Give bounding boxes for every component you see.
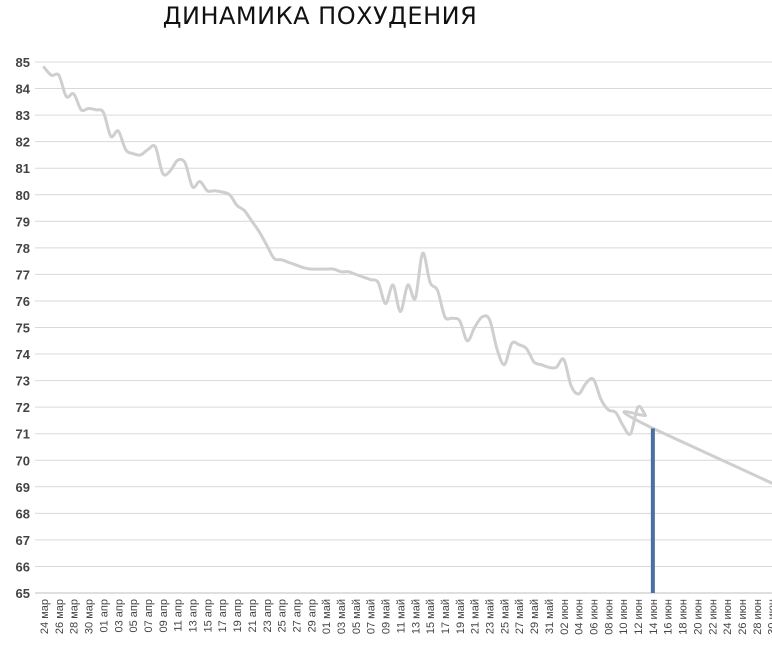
x-tick-label: 31 май bbox=[544, 599, 556, 634]
x-tick-label: 27 апр bbox=[291, 599, 303, 632]
y-tick-label: 80 bbox=[16, 188, 30, 203]
y-tick-label: 70 bbox=[16, 453, 30, 468]
y-tick-label: 72 bbox=[16, 400, 30, 415]
series-line-0 bbox=[42, 65, 772, 485]
y-tick-label: 84 bbox=[16, 82, 31, 97]
x-tick-label: 03 апр bbox=[113, 599, 125, 632]
x-tick-label: 16 июн bbox=[663, 599, 675, 635]
x-tick-label: 05 апр bbox=[128, 599, 140, 632]
x-tick-label: 24 мар bbox=[39, 599, 51, 634]
x-tick-label: 17 апр bbox=[217, 599, 229, 632]
y-tick-label: 75 bbox=[16, 321, 30, 336]
x-tick-label: 21 май bbox=[470, 599, 482, 634]
y-tick-label: 78 bbox=[16, 241, 30, 256]
x-tick-label: 02 июн bbox=[559, 599, 571, 635]
x-tick-label: 11 апр bbox=[173, 599, 185, 632]
x-tick-label: 28 июн bbox=[752, 599, 764, 635]
x-tick-label: 30 июн bbox=[767, 599, 772, 635]
y-tick-label: 76 bbox=[16, 294, 30, 309]
x-tick-label: 01 май bbox=[321, 599, 333, 634]
x-tick-label: 29 май bbox=[529, 599, 541, 634]
x-tick-label: 09 апр bbox=[158, 599, 170, 632]
x-tick-label: 19 апр bbox=[232, 599, 244, 632]
y-tick-label: 81 bbox=[16, 161, 30, 176]
y-tick-label: 73 bbox=[16, 374, 30, 389]
x-tick-label: 06 июн bbox=[588, 599, 600, 635]
y-tick-label: 71 bbox=[16, 427, 30, 442]
x-tick-label: 11 май bbox=[395, 599, 407, 633]
x-tick-label: 25 апр bbox=[277, 599, 289, 632]
x-tick-label: 13 апр bbox=[188, 599, 200, 632]
y-tick-label: 77 bbox=[16, 267, 30, 282]
x-tick-label: 07 май bbox=[366, 599, 378, 634]
x-tick-label: 29 апр bbox=[306, 599, 318, 632]
y-tick-label: 68 bbox=[16, 506, 30, 521]
x-tick-label: 15 май bbox=[425, 599, 437, 634]
x-tick-label: 14 июн bbox=[648, 599, 660, 635]
x-tick-label: 23 апр bbox=[262, 599, 274, 632]
y-tick-label: 69 bbox=[16, 480, 30, 495]
x-tick-label: 28 мар bbox=[69, 599, 81, 634]
x-tick-label: 15 апр bbox=[202, 599, 214, 632]
x-tick-label: 27 май bbox=[514, 599, 526, 634]
x-tick-label: 10 июн bbox=[618, 599, 630, 635]
x-tick-label: 20 июн bbox=[692, 599, 704, 635]
y-tick-label: 82 bbox=[16, 135, 30, 150]
y-tick-label: 85 bbox=[16, 55, 30, 70]
x-tick-label: 03 май bbox=[336, 599, 348, 634]
x-tick-label: 19 май bbox=[455, 599, 467, 634]
x-tick-label: 17 май bbox=[440, 599, 452, 634]
x-tick-label: 13 май bbox=[410, 599, 422, 634]
y-tick-label: 66 bbox=[16, 559, 30, 574]
x-tick-label: 18 июн bbox=[678, 599, 690, 635]
x-tick-label: 21 апр bbox=[247, 599, 259, 632]
x-tick-label: 24 июн bbox=[722, 599, 734, 635]
x-tick-label: 26 мар bbox=[54, 599, 66, 634]
x-tick-label: 09 май bbox=[381, 599, 393, 634]
y-tick-label: 67 bbox=[16, 533, 30, 548]
y-tick-label: 79 bbox=[16, 214, 30, 229]
x-tick-label: 23 май bbox=[485, 599, 497, 634]
x-tick-label: 05 май bbox=[351, 599, 363, 634]
x-tick-label: 22 июн bbox=[707, 599, 719, 635]
x-tick-label: 12 июн bbox=[633, 599, 645, 635]
x-tick-label: 07 апр bbox=[143, 599, 155, 632]
y-tick-label: 74 bbox=[16, 347, 31, 362]
x-tick-label: 30 мар bbox=[84, 599, 96, 634]
x-tick-label: 04 июн bbox=[574, 599, 586, 635]
x-tick-label: 01 апр bbox=[98, 599, 110, 632]
x-tick-label: 26 июн bbox=[737, 599, 749, 635]
x-tick-label: 25 май bbox=[499, 599, 511, 634]
x-tick-label: 08 июн bbox=[603, 599, 615, 635]
y-tick-label: 83 bbox=[16, 108, 30, 123]
y-tick-label: 65 bbox=[16, 586, 30, 601]
chart-title: ДИНАМИКА ПОХУДЕНИЯ bbox=[162, 2, 478, 30]
